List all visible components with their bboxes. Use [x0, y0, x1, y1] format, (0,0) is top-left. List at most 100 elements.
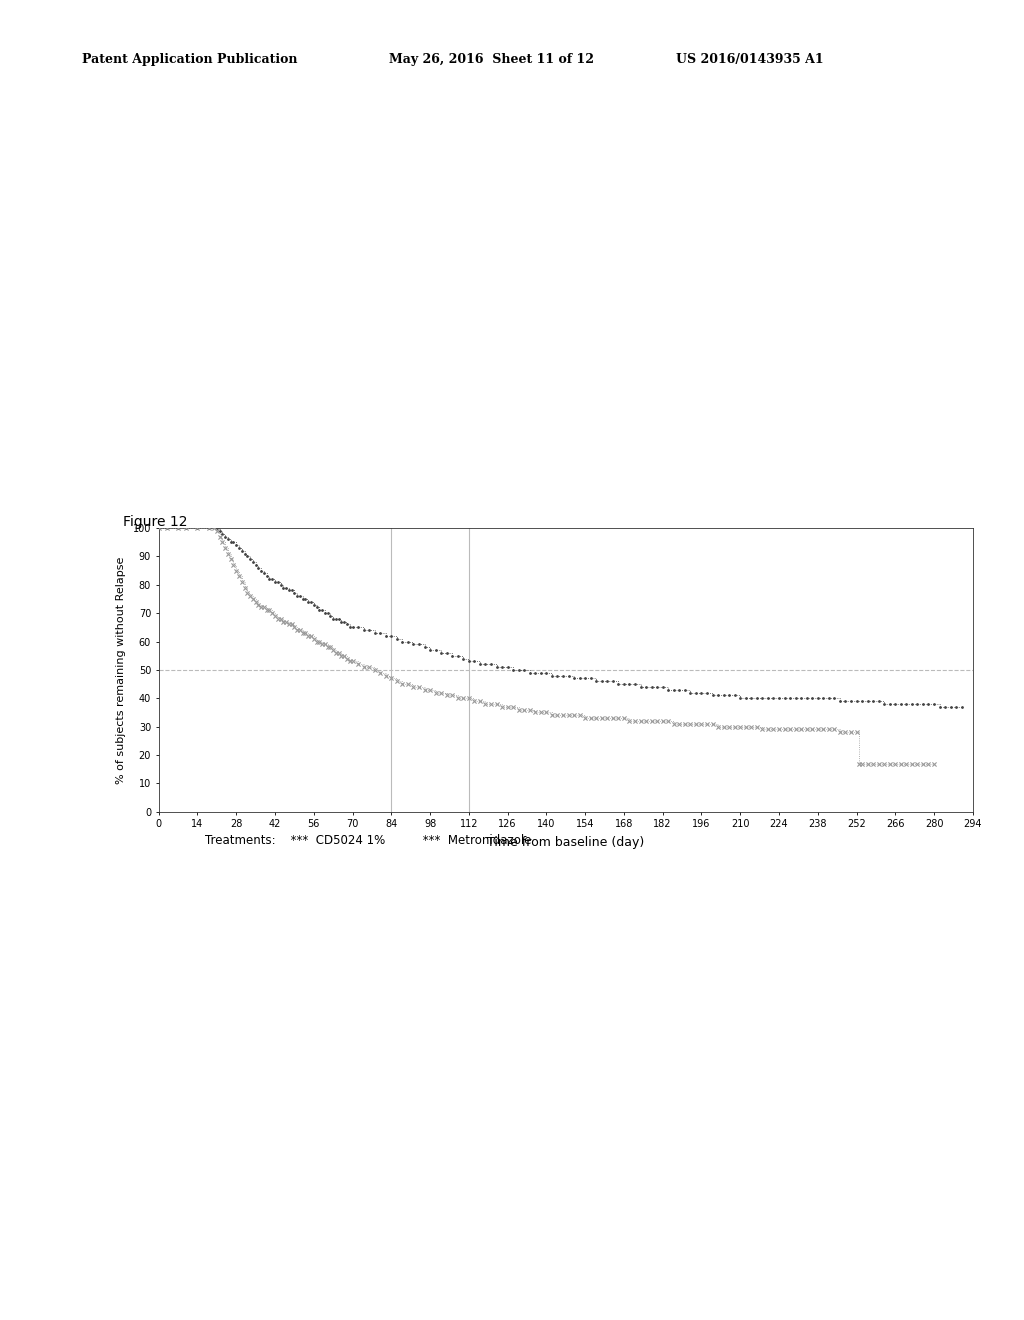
Point: [732, 715, 749, 737]
Point: [671, 713, 687, 734]
Point: [654, 710, 671, 731]
Point: [455, 688, 471, 709]
Point: [926, 693, 942, 714]
Point: [705, 713, 721, 734]
Point: [151, 517, 167, 539]
Point: [482, 653, 499, 675]
Point: [810, 688, 826, 709]
Point: [305, 628, 322, 649]
Point: [682, 713, 698, 734]
Point: [342, 616, 358, 638]
Point: [438, 685, 455, 706]
Point: [209, 517, 225, 539]
Point: [367, 623, 383, 644]
Point: [615, 673, 632, 694]
Point: [422, 639, 438, 660]
Point: [267, 606, 284, 627]
Point: [571, 705, 588, 726]
Point: [477, 653, 494, 675]
Point: [838, 722, 854, 743]
Point: [500, 696, 516, 717]
Point: [339, 614, 355, 635]
Point: [466, 690, 482, 711]
Point: [583, 668, 599, 689]
Point: [760, 719, 776, 741]
Point: [494, 656, 510, 677]
Point: [336, 611, 352, 632]
Text: Treatments:    ***  CD5024 1%          ***  Metronidazole: Treatments: *** CD5024 1% *** Metronidaz…: [206, 834, 531, 847]
Point: [355, 619, 372, 640]
Point: [932, 696, 948, 717]
Point: [760, 688, 776, 709]
Point: [361, 656, 378, 677]
Point: [677, 713, 693, 734]
Point: [256, 597, 272, 618]
Point: [677, 680, 693, 701]
Point: [865, 690, 882, 711]
Point: [776, 688, 793, 709]
Point: [297, 589, 313, 610]
Point: [222, 532, 239, 553]
Point: [726, 685, 742, 706]
Point: [820, 719, 837, 741]
Point: [942, 696, 958, 717]
Point: [882, 693, 898, 714]
Point: [201, 517, 217, 539]
Point: [170, 517, 186, 539]
Point: [666, 680, 682, 701]
Point: [583, 708, 599, 729]
Point: [367, 660, 383, 681]
Point: [566, 705, 583, 726]
Point: [297, 623, 313, 644]
Point: [228, 535, 245, 556]
Point: [870, 752, 887, 774]
Point: [494, 696, 510, 717]
Point: [253, 560, 269, 581]
Point: [671, 680, 687, 701]
Point: [599, 671, 615, 692]
Point: [516, 660, 532, 681]
Point: [854, 752, 870, 774]
Point: [372, 623, 388, 644]
Point: [328, 643, 344, 664]
Point: [417, 636, 433, 657]
Point: [555, 665, 571, 686]
Point: [331, 609, 347, 630]
Point: [316, 602, 333, 624]
Point: [314, 634, 331, 655]
Point: [438, 643, 455, 664]
Point: [843, 690, 859, 711]
Point: [311, 631, 328, 652]
Point: [926, 752, 942, 774]
Point: [865, 752, 882, 774]
Point: [693, 682, 710, 704]
Point: [344, 616, 360, 638]
Point: [240, 582, 256, 603]
Point: [211, 525, 227, 546]
Point: [549, 665, 565, 686]
Point: [737, 715, 754, 737]
Point: [250, 594, 266, 615]
Point: [953, 696, 970, 717]
Point: [848, 722, 864, 743]
Point: [577, 668, 593, 689]
Point: [225, 554, 242, 576]
Point: [848, 690, 864, 711]
Point: [698, 682, 715, 704]
Point: [610, 708, 627, 729]
Point: [726, 715, 742, 737]
Point: [201, 517, 217, 539]
Point: [633, 676, 649, 697]
Point: [399, 631, 416, 652]
Point: [859, 752, 876, 774]
Point: [253, 597, 269, 618]
Point: [170, 517, 186, 539]
Point: [433, 682, 450, 704]
Point: [220, 543, 237, 564]
Point: [765, 719, 781, 741]
Point: [189, 517, 206, 539]
Point: [178, 517, 195, 539]
Point: [264, 569, 281, 590]
Point: [898, 752, 914, 774]
Point: [577, 708, 593, 729]
